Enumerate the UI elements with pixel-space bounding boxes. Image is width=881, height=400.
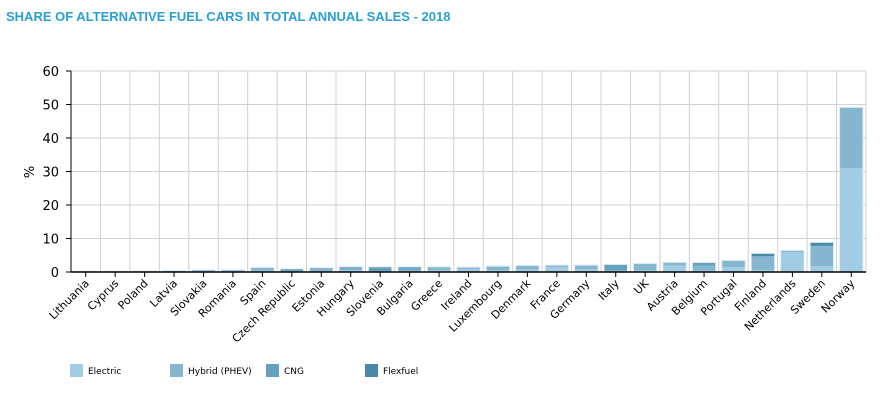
legend-label: Flexfuel [383,367,418,377]
bar-stack [632,262,658,272]
bar-segment [810,242,834,246]
bar-segment [692,262,716,266]
bar-stack [603,263,628,272]
bar-segment [722,266,745,272]
bar-stack [250,266,275,272]
y-tick-label: 0 [51,266,59,281]
bar-stack [367,266,393,272]
bar-stack [397,266,422,272]
bar-segment [310,268,333,271]
bar-segment [722,260,745,267]
x-tick-label: Norway [819,277,858,316]
bar-segment [751,253,775,257]
bars [73,106,864,272]
bar-segment [692,265,716,271]
bar-segment [663,265,686,272]
bar-stack [544,264,570,272]
bar-segment [751,269,775,272]
bar-segment [633,263,657,271]
bar-stack [691,261,717,272]
grid [71,70,867,272]
y-tick-label: 50 [42,99,59,114]
bar-segment [280,269,304,271]
bar-stack [662,261,687,272]
bar-stack [721,259,746,272]
legend-label: CNG [284,367,304,377]
x-tick-label: Poland [116,277,151,312]
bar-segment [427,270,451,272]
bar-segment [633,270,657,272]
legend-label: Electric [88,367,121,377]
bar-segment [604,270,627,272]
bar-segment [840,107,863,169]
bar-stack [780,249,805,272]
y-tick-label: 10 [42,233,59,248]
bar-segment [251,268,274,271]
bar-segment [545,266,569,272]
bar-stack [456,266,481,272]
legend-swatch [70,364,83,377]
bar-segment [339,267,362,269]
bar-segment [486,269,510,272]
bar-stack [426,266,452,272]
y-tick-label: 40 [42,132,59,147]
legend-swatch [170,364,183,377]
bar-segment [221,270,245,271]
bar-segment [339,269,362,272]
bar-segment [781,252,804,272]
bar-stack [809,241,835,272]
bar-stack [574,264,599,272]
bar-segment [516,265,539,270]
bar-segment [781,250,804,253]
bar-segment [457,268,480,272]
bar-segment [427,267,451,271]
legend-label: Hybrid (PHEV) [188,367,252,377]
y-tick-label: 20 [42,199,59,214]
bar-stack [839,106,864,272]
x-tick-label: Lithuania [47,277,92,322]
bar-segment [810,245,834,266]
bar-segment [810,265,834,272]
bar-stack [338,266,363,272]
bar-segment [310,268,333,269]
y-axis-label: % [23,166,38,178]
bar-segment [604,264,627,271]
x-tick-label: Greece [408,277,445,314]
bar-segment [457,267,480,269]
bar-segment [751,256,775,270]
legend: Electric Hybrid (PHEV) CNG Flexfuel [70,364,418,377]
bar-segment [398,267,421,270]
legend-swatch [365,364,378,377]
y-tick-label: 60 [42,65,59,80]
bar-segment [486,266,510,270]
bar-segment [575,265,598,269]
bar-segment [663,263,686,266]
bar-segment [192,270,215,272]
x-tick-label: Cyprus [85,277,122,314]
bar-segment [840,168,863,272]
x-tick-label: Italy [596,277,622,303]
bar-stack [750,252,776,272]
bar-segment [516,269,539,272]
y-tick-label: 30 [42,166,59,181]
bar-segment [398,269,421,271]
bar-stack [515,264,540,272]
bar-outline [132,270,157,272]
bar-segment [368,267,392,271]
x-tick-label: UK [631,276,652,297]
bar-segment [339,268,362,270]
bar-stack [485,265,511,272]
chart-title: SHARE OF ALTERNATIVE FUEL CARS IN TOTAL … [6,9,451,24]
bar-segment [545,265,569,267]
legend-swatch [266,364,279,377]
bar-segment [575,268,598,272]
